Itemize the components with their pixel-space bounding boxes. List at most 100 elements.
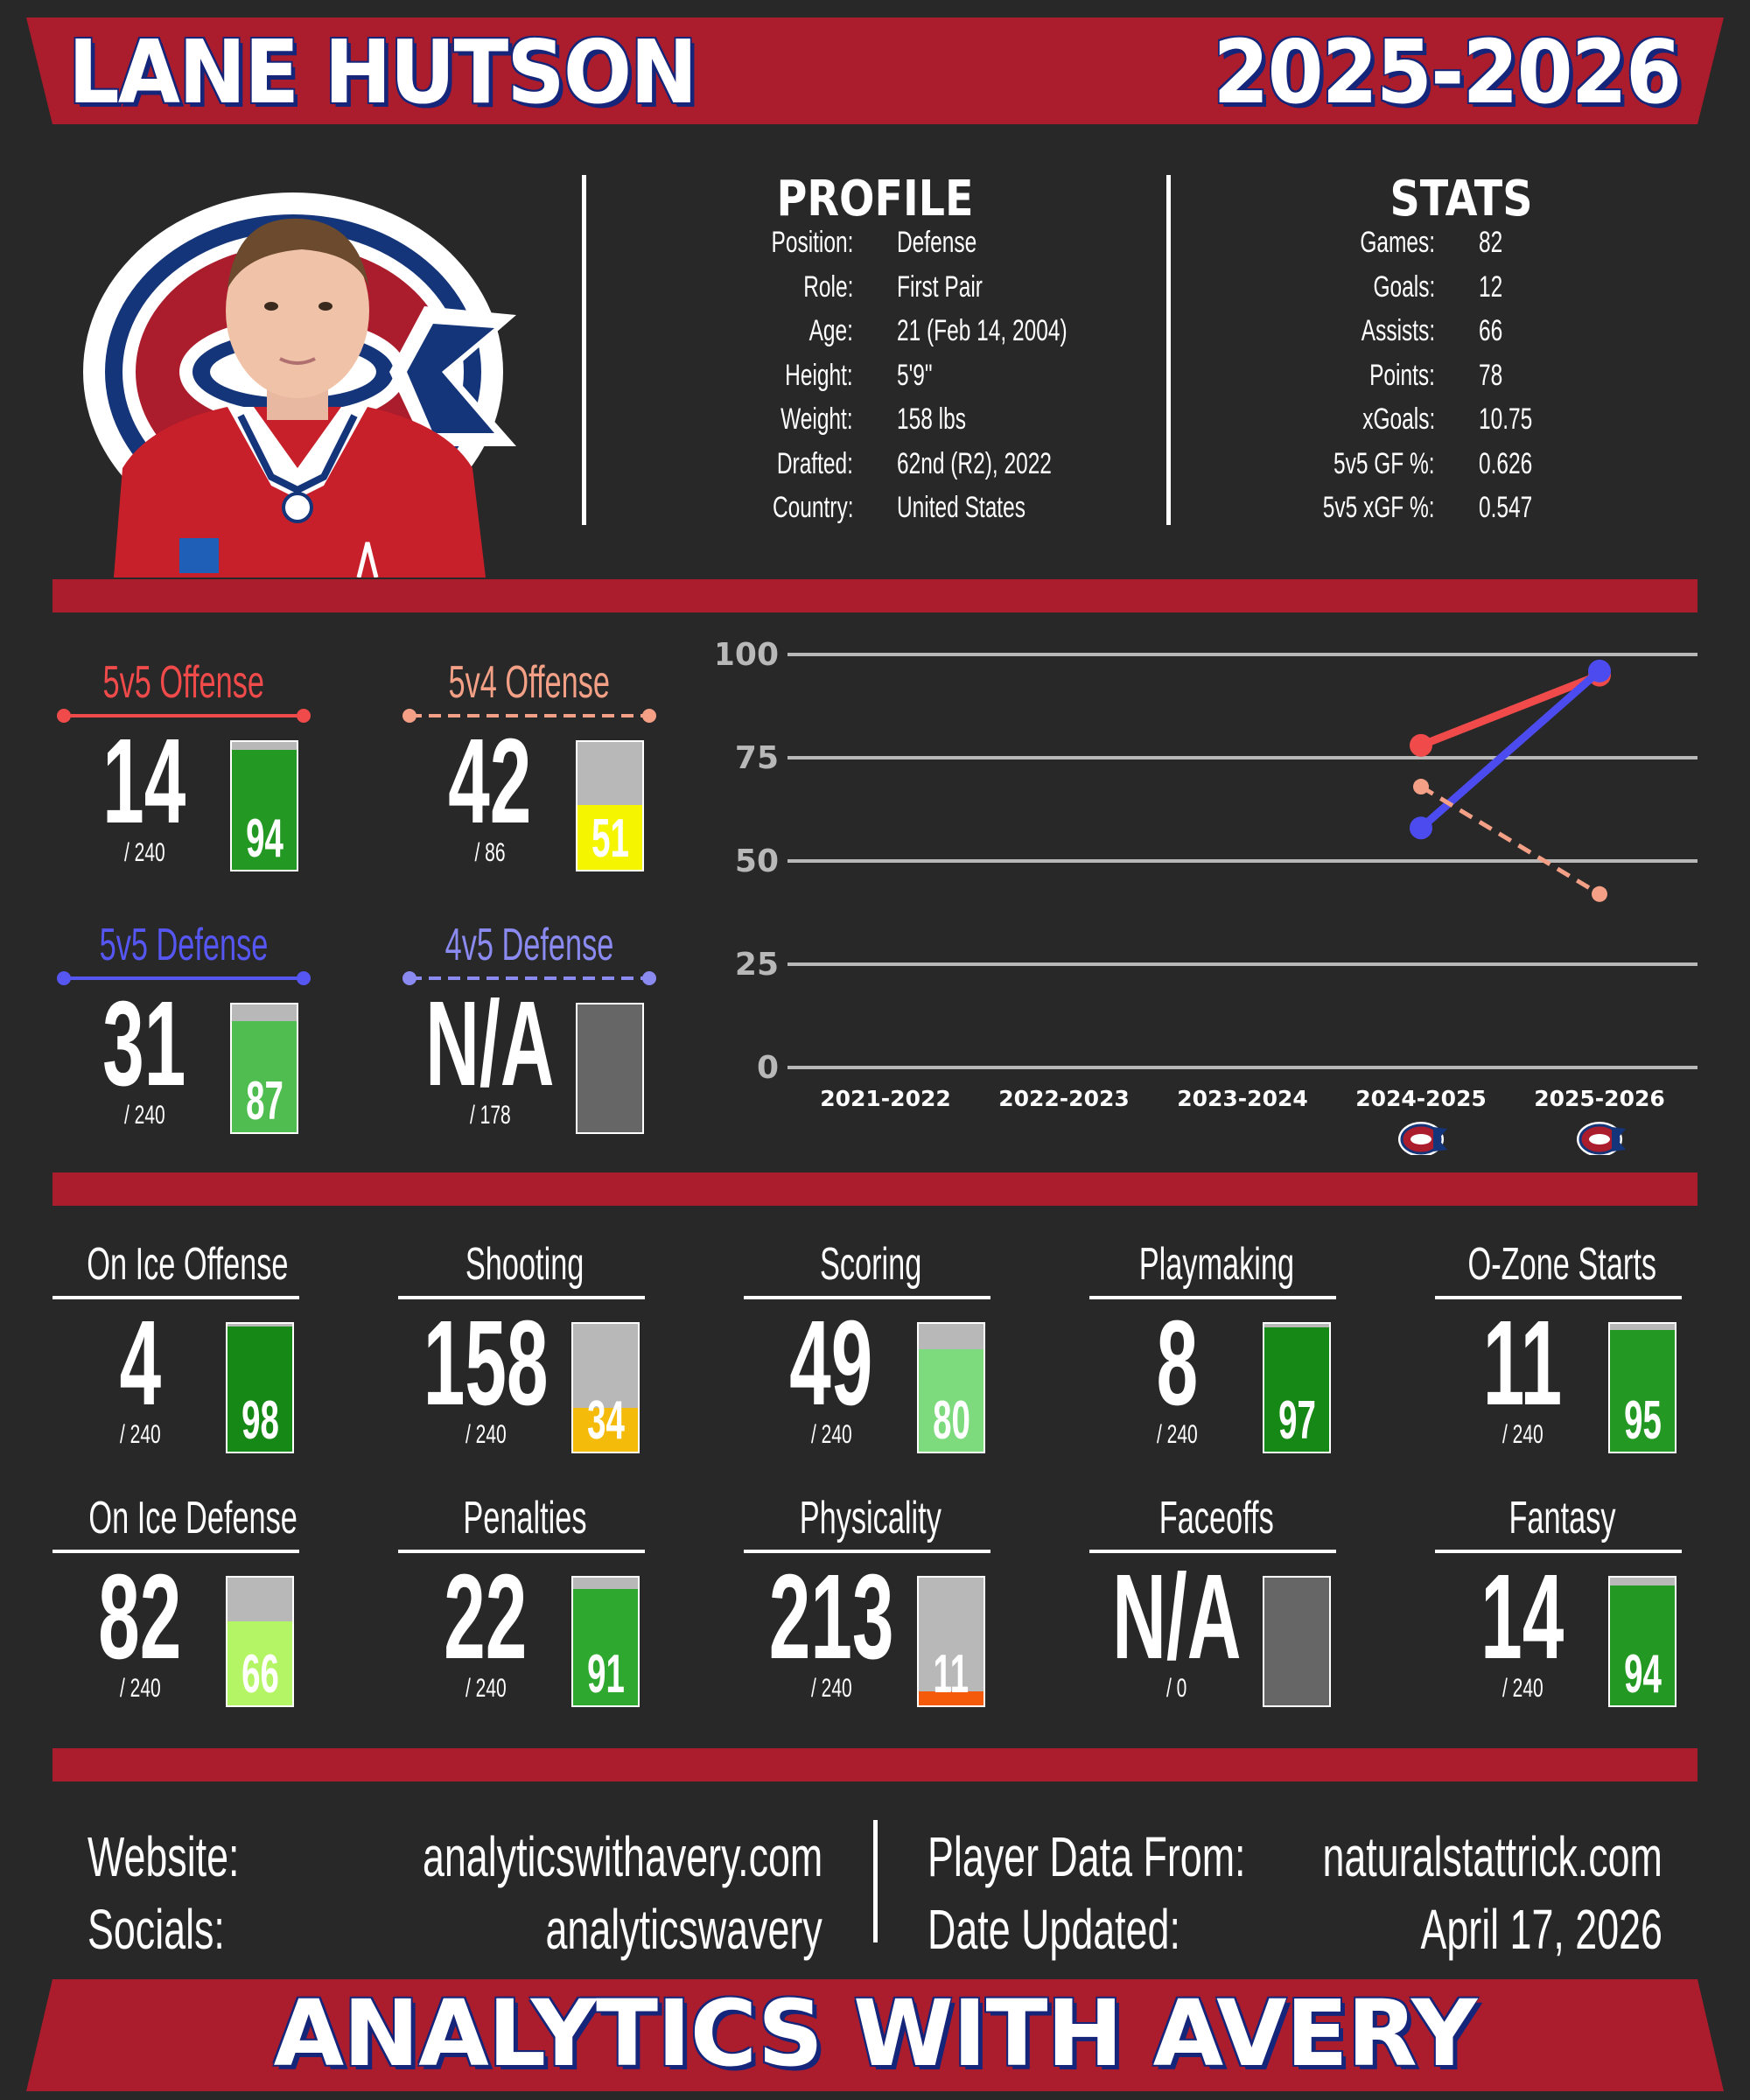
metric-underline: [52, 1550, 299, 1553]
x-tick-label: 2021-2022: [820, 1086, 951, 1111]
profile-value: First Pair: [897, 270, 983, 304]
metric-total: / 240: [123, 1101, 165, 1130]
metric-card: 5v5 Offense 14/ 240 94: [57, 656, 311, 884]
metric-title: 4v5 Defense: [444, 920, 614, 970]
percentile-fill: [919, 1690, 984, 1705]
percentile-bar: 94: [230, 740, 298, 872]
metric-title: O-Zone Starts: [1467, 1239, 1656, 1290]
metric-card: Physicality 213/ 240 11: [744, 1492, 998, 1719]
socials-value[interactable]: analyticswavery: [545, 1898, 822, 1961]
metric-rank: N/A: [425, 976, 555, 1111]
stats-label: Points:: [1369, 358, 1435, 392]
profile-value: 158 lbs: [897, 402, 966, 436]
player-photo: [96, 206, 499, 578]
metric-title: On Ice Offense: [87, 1239, 289, 1290]
percentile-fill: [1610, 1585, 1675, 1705]
stats-value: 0.547: [1479, 491, 1533, 524]
profile-value: Defense: [897, 226, 977, 259]
metric-total: / 240: [1156, 1420, 1198, 1449]
y-tick-label: 0: [757, 1050, 779, 1086]
metric-rank: 8: [1156, 1296, 1198, 1431]
metric-total: / 240: [810, 1674, 852, 1703]
profile-label: Weight:: [780, 402, 853, 436]
metric-rank: 11: [1482, 1296, 1563, 1431]
metric-title: 5v5 Offense: [102, 657, 265, 708]
stats-label: Goals:: [1373, 270, 1435, 304]
divider-stripe-1: [52, 579, 1698, 612]
stats-value: 82: [1479, 226, 1503, 259]
metric-underline: [57, 971, 311, 985]
metric-card: 5v4 Offense 42/ 86 51: [402, 656, 656, 884]
metric-rank: 14: [102, 714, 186, 849]
percentile-value: 11: [933, 1644, 970, 1704]
header-banner: [26, 18, 1724, 124]
percentile-bar: 80: [917, 1322, 985, 1453]
metric-rank: 22: [444, 1550, 528, 1684]
team-logo-icon: [1398, 1122, 1447, 1155]
metric-underline: [744, 1550, 990, 1553]
metric-card: Fantasy 14/ 240 94: [1435, 1492, 1689, 1719]
profile-label: Country:: [772, 491, 853, 524]
team-logo-icon: [1577, 1122, 1626, 1155]
percentile-bar: 34: [571, 1322, 640, 1453]
x-tick-label: 2022-2023: [998, 1086, 1130, 1111]
percentile-fill: [573, 1589, 638, 1705]
brand-title: ANALYTICS WITH AVERY: [273, 1980, 1478, 2087]
metric-card: 5v5 Defense 31/ 240 87: [57, 919, 311, 1146]
metric-card: Shooting 158/ 240 34: [398, 1238, 652, 1466]
data-from-value[interactable]: naturalstattrick.com: [1322, 1825, 1662, 1888]
percentile-fill: [919, 1349, 984, 1452]
metric-total: / 240: [119, 1674, 161, 1703]
metric-total: / 240: [465, 1420, 507, 1449]
percentile-bar: 98: [226, 1322, 294, 1453]
metric-rank: 4: [119, 1296, 161, 1431]
metric-rank: 158: [423, 1296, 549, 1431]
percentile-bar: 97: [1263, 1322, 1331, 1453]
metric-total: / 240: [1502, 1674, 1544, 1703]
metric-underline: [402, 709, 656, 723]
metric-card: Penalties 22/ 240 91: [398, 1492, 652, 1719]
metric-rank: 14: [1480, 1550, 1564, 1684]
x-tick-label: 2023-2024: [1177, 1086, 1308, 1111]
footer-banner: [26, 1979, 1724, 2091]
metric-underline: [1089, 1296, 1336, 1299]
socials-label: Socials:: [88, 1898, 225, 1961]
metric-underline: [57, 709, 311, 723]
footer-divider: [873, 1820, 878, 1942]
percentile-fill: [228, 1326, 292, 1452]
percentile-fill: [1610, 1330, 1675, 1452]
metric-total: / 240: [465, 1674, 507, 1703]
percentile-bar: 91: [571, 1576, 640, 1707]
metric-total: / 240: [123, 838, 165, 867]
percentile-value: 98: [241, 1390, 279, 1451]
percentile-bar: 94: [1608, 1576, 1676, 1707]
metric-card: Playmaking 8/ 240 97: [1089, 1238, 1343, 1466]
percentile-fill: [578, 804, 642, 870]
stats-label: xGoals:: [1362, 402, 1435, 436]
metric-underline: [1435, 1550, 1682, 1553]
stats-value: 78: [1479, 358, 1503, 392]
metric-title: Shooting: [466, 1239, 584, 1290]
metric-underline: [398, 1550, 645, 1553]
percentile-value: 94: [1623, 1644, 1662, 1704]
metric-card: 4v5 Defense N/A/ 178: [402, 919, 656, 1146]
metric-card: Faceoffs N/A/ 0: [1089, 1492, 1343, 1719]
metric-rank: 42: [448, 714, 532, 849]
profile-label: Age:: [808, 314, 853, 347]
profile-value: United States: [897, 491, 1026, 524]
metric-underline: [1435, 1296, 1682, 1299]
series-point: [1410, 816, 1432, 840]
percentile-bar: 11: [917, 1576, 985, 1707]
metric-title: Fantasy: [1508, 1493, 1616, 1544]
metric-rank: 31: [102, 976, 186, 1111]
percentile-value: 97: [1278, 1390, 1316, 1451]
y-tick-label: 75: [735, 740, 779, 776]
stats-value: 12: [1479, 270, 1503, 304]
percentile-fill: [228, 1620, 292, 1705]
stats-value: 0.626: [1479, 446, 1533, 480]
website-value[interactable]: analyticswithavery.com: [422, 1825, 822, 1888]
metric-rank: N/A: [1112, 1550, 1242, 1684]
metric-total: / 240: [810, 1420, 852, 1449]
season-label: 2025-2026: [1213, 21, 1682, 123]
metric-rank: 82: [98, 1550, 182, 1684]
